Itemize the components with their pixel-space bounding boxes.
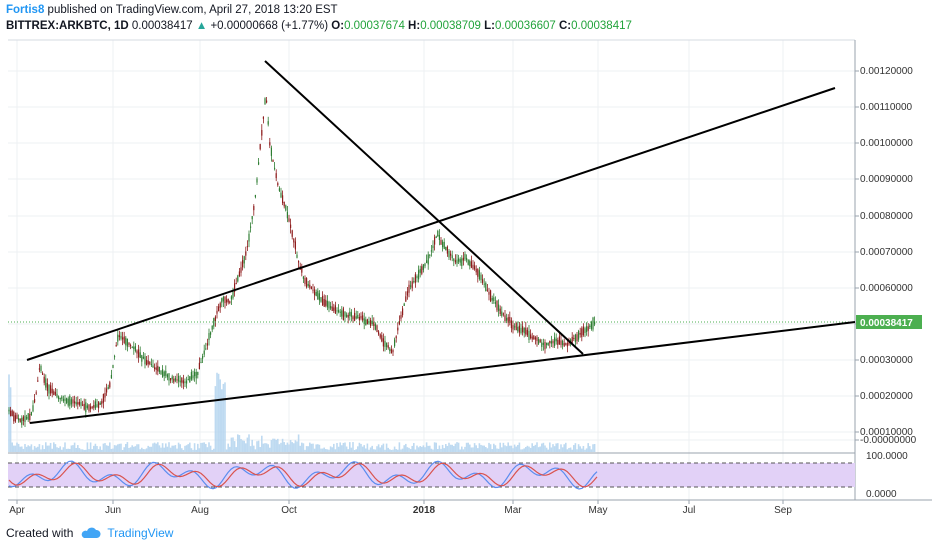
current-price-label: 0.00038417: [860, 318, 913, 329]
tradingview-brand-link[interactable]: TradingView: [107, 526, 174, 540]
close-value: 0.00038417: [571, 20, 632, 32]
osc-tick-top: 100.0000: [866, 451, 908, 462]
stoch-k-line: [8, 460, 598, 490]
price-axis[interactable]: 0.00120000 0.00110000 0.00100000 0.00090000…: [855, 66, 917, 446]
stochastic-band: [8, 463, 855, 487]
time-axis[interactable]: Apr Jun Aug Oct 2018 Mar May Jul Sep: [9, 500, 792, 516]
date-tick-label: May: [589, 505, 608, 516]
upper-wedge-trendline[interactable]: [26, 87, 836, 361]
date-tick-label: Aug: [191, 505, 209, 516]
price-tick-label: 0.00020000: [860, 391, 913, 402]
open-label: O:: [331, 20, 345, 32]
date-tick-label: Mar: [504, 505, 522, 516]
current-price-badge: [856, 315, 922, 329]
price-tick-label: 0.00060000: [860, 283, 913, 294]
low-value: 0.00036607: [495, 20, 556, 32]
osc-tick-bottom: 0.0000: [866, 489, 897, 500]
footer-branding: Created with TradingView: [6, 526, 173, 540]
high-value: 0.00038709: [420, 20, 481, 32]
open-value: 0.00037674: [344, 20, 405, 32]
last-price: 0.00038417: [131, 20, 193, 32]
price-tick-label: 0.00010000: [860, 427, 913, 438]
descending-resistance-trendline[interactable]: [264, 60, 584, 355]
price-tick-label: -0.00000000: [860, 435, 917, 446]
date-tick-label: 2018: [413, 505, 436, 516]
lower-support-trendline[interactable]: [29, 321, 856, 424]
close-label: C:: [558, 20, 572, 32]
date-tick-label: Jul: [683, 505, 696, 516]
created-with-text: Created with: [6, 526, 74, 540]
symbol-legend: BITTREX:ARKBTC, 1D 0.00038417 ▲ +0.00000…: [6, 20, 632, 32]
date-tick-label: Apr: [9, 505, 25, 516]
price-tick-label: 0.00090000: [860, 174, 913, 185]
author-link[interactable]: Fortis8: [6, 4, 45, 16]
stoch-d-line: [8, 462, 598, 488]
volume-histogram: [8, 372, 596, 452]
date-tick-label: Jun: [105, 505, 121, 516]
candlestick-series: [8, 97, 596, 428]
publish-text: published on TradingView.com, April 27, …: [47, 4, 338, 16]
price-tick-label: 0.00100000: [860, 138, 913, 149]
price-tick-label: 0.00030000: [860, 355, 913, 366]
high-label: H:: [408, 20, 421, 32]
price-tick-label: 0.00120000: [860, 66, 913, 77]
change-up-arrow-icon: ▲: [195, 20, 208, 32]
date-tick-label: Oct: [281, 505, 297, 516]
chart-grid: [8, 40, 855, 500]
price-tick-label: 0.00080000: [860, 211, 913, 222]
low-label: L:: [484, 20, 496, 32]
price-change: +0.00000668 (+1.77%): [210, 20, 329, 32]
trendlines[interactable]: [26, 60, 856, 424]
price-tick-label: 0.00070000: [860, 247, 913, 258]
symbol-name[interactable]: BITTREX:ARKBTC, 1D: [6, 20, 129, 32]
date-tick-label: Sep: [774, 505, 792, 516]
cloud-logo-icon: [82, 527, 101, 538]
price-tick-label: 0.00110000: [860, 102, 913, 113]
publish-info: Fortis8 published on TradingView.com, Ap…: [6, 4, 338, 16]
